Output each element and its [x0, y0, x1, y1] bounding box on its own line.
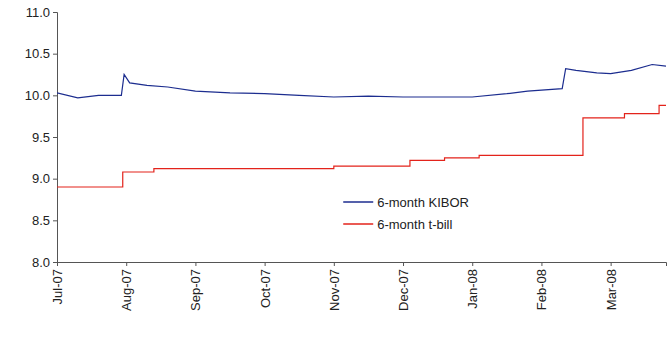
y-tick-mark — [53, 137, 57, 138]
x-tick: Mar-08 — [604, 262, 619, 310]
y-tick-mark — [53, 54, 57, 55]
legend-item: 6-month t-bill — [343, 217, 452, 232]
x-tick-label: Jan-08 — [465, 269, 480, 309]
legend-label: 6-month t-bill — [377, 217, 452, 232]
x-tick: Nov-07 — [327, 262, 342, 311]
legend-swatch — [343, 223, 373, 225]
y-tick-mark — [53, 179, 57, 180]
y-tick-mark — [53, 95, 57, 96]
y-tick-label: 9.5 — [32, 130, 50, 145]
y-tick-label: 11.0 — [26, 5, 50, 20]
chart: 8.0 8.5 9.0 9.5 10.0 10.5 11.0 Jul-07 Aug-07 Sep-… — [0, 0, 670, 351]
y-tick-mark — [53, 220, 57, 221]
x-tick-mark — [541, 262, 542, 266]
x-tick: Dec-07 — [396, 262, 411, 311]
x-tick-label: Jul-07 — [50, 269, 65, 304]
plot: 8.0 8.5 9.0 9.5 10.0 10.5 11.0 Jul-07 Aug-07 Sep-… — [25, 5, 667, 311]
x-tick-label: Dec-07 — [396, 269, 411, 311]
x-tick: Oct-07 — [258, 262, 273, 308]
series-line — [57, 65, 666, 98]
y-tick: 10.0 — [25, 88, 57, 103]
y-tick-mark — [53, 262, 57, 263]
x-tick-label: Feb-08 — [534, 269, 549, 310]
y-tick: 9.5 — [32, 130, 57, 145]
x-tick-label: Sep-07 — [188, 269, 203, 311]
x-tick-label: Mar-08 — [604, 269, 619, 310]
x-tick-mark — [334, 262, 335, 266]
x-tick-mark — [472, 262, 473, 266]
x-axis: Jul-07 Aug-07 Sep-07 Oct-07 Nov-07 Dec-07 Jan-… — [50, 262, 666, 311]
x-tick-mark — [126, 262, 127, 266]
y-tick: 11.0 — [26, 5, 57, 20]
series-line — [57, 105, 666, 187]
y-tick: 10.5 — [25, 46, 57, 61]
x-tick: Jan-08 — [465, 262, 480, 309]
y-tick-label: 8.0 — [32, 255, 50, 270]
x-tick-label: Aug-07 — [119, 269, 134, 311]
x-tick: Jul-07 — [50, 262, 65, 304]
legend-swatch — [343, 201, 373, 203]
y-tick-mark — [53, 12, 57, 13]
y-tick-label: 10.5 — [25, 46, 50, 61]
x-tick: Feb-08 — [534, 262, 549, 310]
x-tick-label: Oct-07 — [258, 269, 273, 308]
x-tick-mark — [265, 262, 266, 266]
y-tick-label: 9.0 — [32, 171, 50, 186]
legend-item: 6-month KIBOR — [343, 195, 469, 210]
x-tick-mark — [611, 262, 612, 266]
legend-label: 6-month KIBOR — [377, 195, 469, 210]
x-tick: Aug-07 — [119, 262, 134, 311]
x-axis-line — [58, 263, 667, 267]
y-tick-label: 10.0 — [25, 88, 50, 103]
x-tick-mark — [57, 262, 58, 266]
y-tick-label: 8.5 — [32, 213, 50, 228]
y-tick: 8.0 — [32, 255, 57, 270]
y-tick: 9.0 — [32, 171, 57, 186]
x-tick: Sep-07 — [188, 262, 203, 311]
x-tick-label: Nov-07 — [327, 269, 342, 311]
y-axis-line — [53, 13, 58, 263]
x-tick-mark — [403, 262, 404, 266]
y-tick: 8.5 — [32, 213, 57, 228]
y-axis: 8.0 8.5 9.0 9.5 10.0 10.5 11.0 — [25, 5, 58, 270]
lines — [57, 65, 666, 188]
legend: 6-month KIBOR 6-month t-bill — [343, 195, 469, 232]
x-tick-mark — [195, 262, 196, 266]
